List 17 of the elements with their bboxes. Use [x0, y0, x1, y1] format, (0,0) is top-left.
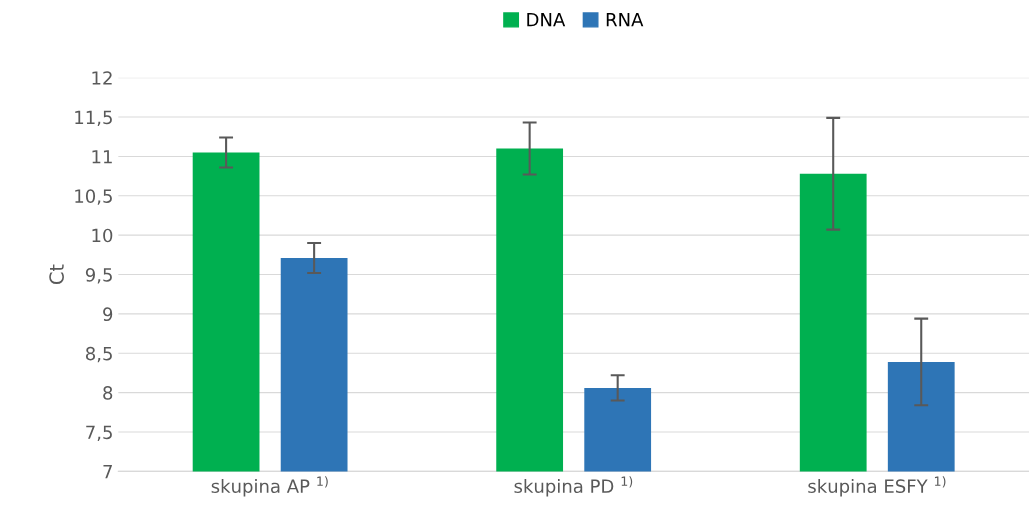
y-tick-label: 8,5 [85, 346, 112, 363]
x-tick-label: skupina PD $^{1)}$ [514, 476, 633, 497]
y-axis-title: Ct [49, 264, 64, 285]
y-tick-label: 11 [92, 150, 112, 164]
x-tick-label: skupina AP $^{1)}$ [211, 476, 328, 497]
y-tick-label: 12 [92, 71, 112, 85]
y-tick-label: 10 [92, 228, 113, 243]
y-tick-label: 9,5 [85, 268, 112, 284]
y-tick-label: 9 [103, 307, 113, 322]
legend-label: RNA [606, 13, 644, 27]
x-tick-label: skupina ESFY $^{1)}$ [808, 476, 946, 497]
y-tick-label: 8 [103, 386, 113, 400]
y-tick-label: 10,5 [75, 189, 112, 205]
y-tick-label: 7 [103, 465, 112, 479]
y-tick-label: 7,5 [86, 425, 112, 441]
legend-label: DNA [527, 13, 566, 27]
y-tick-label: 11,5 [75, 110, 112, 127]
